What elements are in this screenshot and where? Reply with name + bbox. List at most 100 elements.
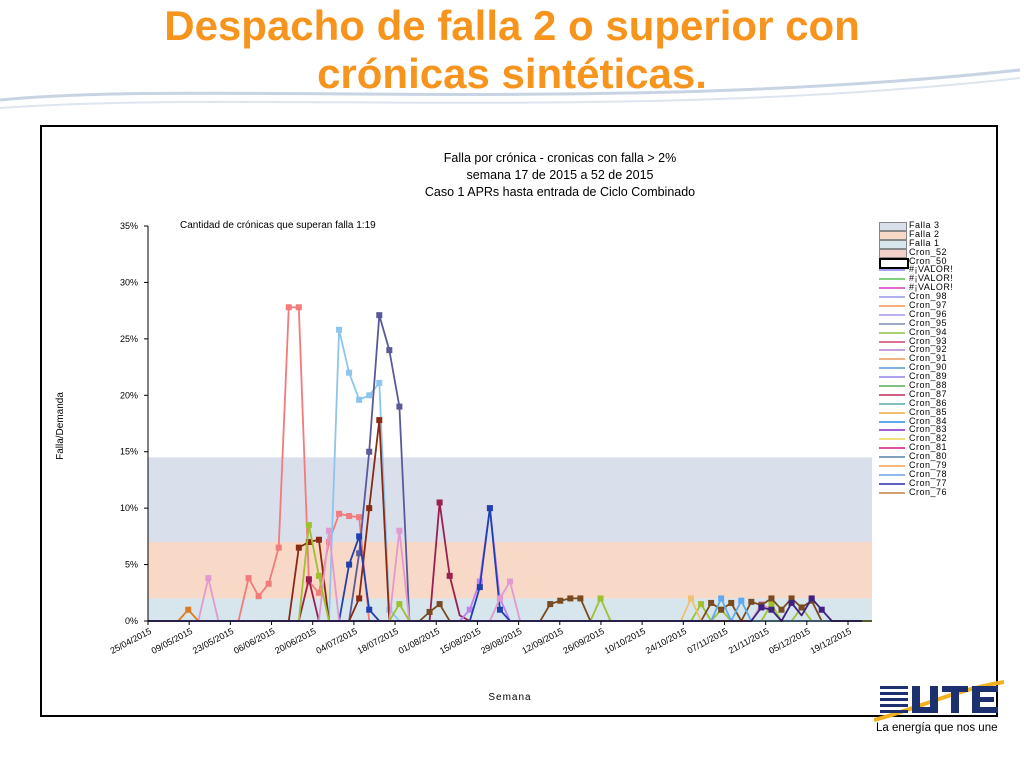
legend-item: Cron_50 (875, 255, 995, 269)
legend-swatch (879, 393, 905, 396)
legend-item: Cron_85 (875, 406, 995, 417)
legend-label: Cron_90 (909, 362, 948, 373)
chart-legend: Falla 3 Falla 2 Falla 1 Cron_52 Cron_50 #¡VAL… (875, 221, 995, 559)
legend-swatch (879, 473, 905, 476)
legend-swatch (879, 465, 905, 468)
legend-label: Falla 3 (909, 221, 940, 230)
legend-item: Cron_90 (875, 363, 995, 372)
legend-swatch (879, 305, 905, 308)
legend-label: Cron_94 (909, 326, 948, 337)
legend-swatch (879, 367, 905, 370)
chart-frame (40, 125, 998, 717)
legend-swatch (879, 447, 905, 450)
legend-item: #¡VALOR! (875, 283, 995, 292)
decorative-swoosh (0, 68, 1021, 109)
legend-swatch (879, 420, 905, 423)
legend-label: Cron_50 (909, 255, 948, 266)
legend-item: Cron_97 (875, 301, 995, 310)
legend-label: Cron_81 (909, 442, 948, 453)
legend-swatch (879, 411, 905, 414)
legend-label: Cron_95 (909, 317, 948, 328)
legend-item: Cron_52 (875, 246, 995, 258)
legend-swatch (879, 296, 905, 299)
legend-item: Cron_86 (875, 397, 995, 408)
legend-item: #¡VALOR! (875, 274, 995, 283)
legend-label: Cron_82 (909, 433, 948, 444)
legend-item: Cron_79 (875, 461, 995, 470)
legend-item: Cron_91 (875, 354, 995, 363)
legend-swatch (879, 438, 905, 441)
legend-item: Cron_76 (875, 486, 995, 497)
legend-item: #¡VALOR! (875, 265, 995, 274)
legend-swatch (879, 358, 905, 361)
slide-title-line-2: crónicas sintéticas. (317, 50, 707, 97)
legend-label: Falla 1 (909, 237, 940, 248)
legend-label: #¡VALOR! (909, 282, 954, 293)
legend-swatch (879, 491, 905, 494)
legend-swatch (879, 331, 905, 334)
legend-label: #¡VALOR! (909, 264, 954, 275)
legend-swatch (879, 482, 905, 485)
legend-label: Cron_77 (909, 477, 948, 488)
legend-swatch (879, 287, 905, 290)
legend-item: Cron_82 (875, 434, 995, 443)
legend-label: Cron_91 (909, 353, 948, 364)
legend-swatch (879, 429, 905, 432)
chart-title-line-2: semana 17 de 2015 a 52 de 2015 (466, 168, 654, 182)
legend-label: Cron_76 (909, 486, 948, 497)
legend-label: Cron_83 (909, 424, 948, 435)
legend-label: Cron_88 (909, 380, 948, 391)
legend-item: Falla 2 (875, 228, 995, 240)
legend-swatch (879, 456, 905, 459)
logo-tagline: La energía que nos une (876, 722, 998, 734)
chart-title-line-1: Falla por crónica - cronicas con falla >… (443, 151, 677, 165)
legend-item: Cron_88 (875, 381, 995, 390)
legend-label: Cron_87 (909, 388, 948, 399)
slide-title-line-1: Despacho de falla 2 o superior con (164, 2, 860, 49)
legend-label: Cron_78 (909, 468, 948, 479)
legend-label: Cron_84 (909, 415, 948, 426)
legend-item: Cron_95 (875, 317, 995, 328)
legend-item: Cron_92 (875, 345, 995, 354)
legend-label: Cron_92 (909, 344, 948, 355)
legend-label: Falla 2 (909, 228, 940, 239)
legend-item: Cron_80 (875, 452, 995, 461)
legend-item: Cron_96 (875, 308, 995, 319)
legend-item: Cron_81 (875, 443, 995, 452)
legend-swatch (879, 385, 905, 388)
legend-label: Cron_86 (909, 397, 948, 408)
slide-title: Despacho de falla 2 o superior con cróni… (0, 2, 1024, 98)
legend-label: Cron_89 (909, 371, 948, 382)
legend-item: Cron_98 (875, 292, 995, 301)
legend-label: #¡VALOR! (909, 273, 954, 284)
legend-swatch (879, 248, 907, 258)
legend-label: Cron_96 (909, 308, 948, 319)
legend-label: Cron_52 (909, 246, 948, 257)
legend-item: Cron_77 (875, 477, 995, 488)
legend-label: Cron_98 (909, 291, 948, 302)
legend-label: Cron_97 (909, 300, 948, 311)
legend-item: Cron_87 (875, 388, 995, 399)
legend-label: Cron_80 (909, 451, 948, 462)
legend-item: Falla 1 (875, 237, 995, 249)
legend-swatch (879, 230, 907, 240)
legend-swatch (879, 340, 905, 343)
legend-swatch (879, 402, 905, 405)
legend-item: Cron_78 (875, 468, 995, 479)
legend-label: Cron_93 (909, 335, 948, 346)
legend-swatch (879, 257, 909, 269)
legend-swatch (879, 376, 905, 379)
legend-item: Falla 3 (875, 221, 995, 231)
chart-title-line-3: Caso 1 APRs hasta entrada de Ciclo Combi… (424, 185, 696, 199)
legend-item: Cron_93 (875, 335, 995, 346)
legend-item: Cron_94 (875, 326, 995, 337)
legend-item: Cron_89 (875, 372, 995, 381)
legend-swatch (879, 278, 905, 281)
legend-swatch (879, 349, 905, 352)
legend-swatch (879, 313, 905, 316)
legend-swatch (879, 269, 905, 272)
legend-item: Cron_84 (875, 415, 995, 426)
legend-label: Cron_85 (909, 406, 948, 417)
legend-swatch (879, 222, 907, 231)
legend-swatch (879, 322, 905, 325)
